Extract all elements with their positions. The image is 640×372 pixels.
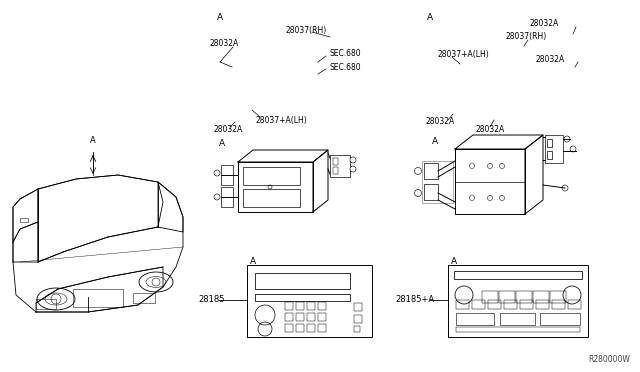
Text: A: A	[219, 140, 225, 148]
Text: 28037+A(LH): 28037+A(LH)	[255, 115, 307, 125]
Bar	[499, 291, 515, 303]
Text: 28037+A(LH): 28037+A(LH)	[438, 49, 490, 58]
Bar	[500, 313, 535, 325]
Bar	[243, 167, 300, 185]
Bar	[454, 271, 582, 279]
Bar	[318, 313, 326, 321]
Text: 28032A: 28032A	[535, 55, 564, 64]
Bar	[333, 167, 338, 174]
Text: 28037(RH): 28037(RH)	[286, 26, 327, 35]
Circle shape	[570, 146, 576, 152]
Ellipse shape	[45, 293, 67, 305]
Bar	[545, 135, 563, 163]
Text: 28032A: 28032A	[213, 125, 243, 135]
Bar	[255, 273, 350, 289]
Text: 28185+A: 28185+A	[395, 295, 434, 305]
Bar	[238, 162, 313, 212]
Bar	[547, 151, 552, 159]
Ellipse shape	[146, 276, 166, 288]
Ellipse shape	[37, 288, 75, 310]
Bar	[456, 327, 580, 332]
Text: SEC.680: SEC.680	[330, 49, 362, 58]
Circle shape	[415, 167, 422, 174]
Bar	[247, 265, 372, 337]
Bar	[448, 265, 588, 337]
Bar	[20, 218, 28, 222]
Text: R280000W: R280000W	[588, 356, 630, 365]
Bar	[318, 302, 326, 310]
Bar	[330, 155, 350, 177]
Circle shape	[488, 164, 493, 169]
Circle shape	[470, 164, 474, 169]
Text: 28032A: 28032A	[530, 19, 559, 29]
Text: 28037(RH): 28037(RH)	[505, 32, 547, 42]
Bar	[472, 300, 485, 309]
Bar	[307, 313, 315, 321]
Bar	[504, 300, 517, 309]
Circle shape	[350, 166, 356, 172]
Circle shape	[214, 194, 220, 200]
Bar	[568, 300, 581, 309]
Text: 28032A: 28032A	[425, 118, 454, 126]
Text: A: A	[217, 13, 223, 22]
Text: A: A	[432, 138, 438, 147]
Bar	[73, 289, 123, 307]
Text: A: A	[451, 257, 457, 266]
Bar	[285, 313, 293, 321]
Bar	[307, 324, 315, 332]
Circle shape	[564, 136, 570, 142]
Bar	[455, 149, 525, 214]
Bar	[482, 291, 498, 303]
Circle shape	[488, 196, 493, 201]
Bar	[536, 300, 549, 309]
Circle shape	[415, 189, 422, 196]
Bar	[296, 313, 304, 321]
Text: 28032A: 28032A	[210, 39, 239, 48]
Bar	[354, 315, 362, 323]
Bar	[422, 161, 453, 203]
Bar	[285, 324, 293, 332]
Bar	[547, 139, 552, 147]
Text: A: A	[90, 136, 96, 145]
Bar	[552, 300, 565, 309]
Bar	[424, 163, 438, 179]
Bar	[550, 291, 566, 303]
Text: A: A	[427, 13, 433, 22]
Bar	[333, 158, 338, 165]
Bar	[533, 291, 549, 303]
Bar	[354, 303, 362, 311]
Bar	[540, 313, 580, 325]
Text: A: A	[250, 257, 256, 266]
Bar	[255, 294, 350, 301]
Bar	[318, 324, 326, 332]
Bar	[307, 302, 315, 310]
Bar	[285, 302, 293, 310]
Bar	[296, 324, 304, 332]
Bar	[36, 299, 56, 309]
Circle shape	[214, 170, 220, 176]
Bar	[354, 326, 360, 332]
Circle shape	[499, 196, 504, 201]
Bar	[424, 184, 438, 200]
Bar	[221, 187, 233, 207]
Circle shape	[350, 157, 356, 163]
Circle shape	[562, 185, 568, 191]
Bar	[243, 189, 300, 207]
Bar	[221, 165, 233, 185]
Ellipse shape	[139, 272, 173, 292]
Text: 28032A: 28032A	[475, 125, 504, 135]
Bar	[488, 300, 501, 309]
Bar	[520, 300, 533, 309]
Circle shape	[499, 164, 504, 169]
Text: 28185: 28185	[198, 295, 225, 305]
Text: SEC.680: SEC.680	[330, 62, 362, 71]
Bar	[516, 291, 532, 303]
Bar	[296, 302, 304, 310]
Bar	[133, 293, 155, 303]
Circle shape	[470, 196, 474, 201]
Bar	[456, 300, 469, 309]
Bar	[456, 313, 494, 325]
